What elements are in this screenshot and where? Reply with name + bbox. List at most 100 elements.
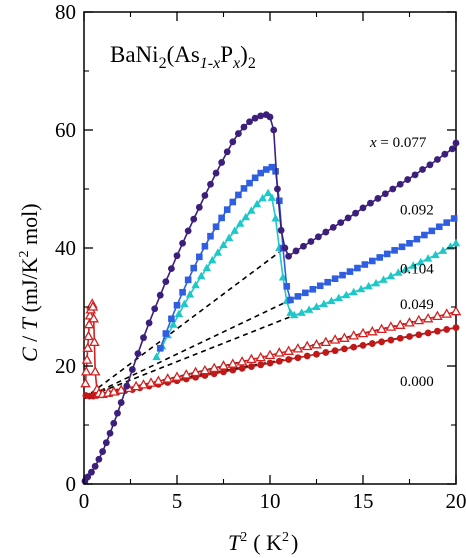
point-2-3: [169, 320, 178, 328]
point-2-30: [312, 302, 321, 310]
point-0-49: [337, 219, 345, 227]
point-4-24: [275, 357, 283, 365]
point-0-12: [128, 366, 136, 373]
x-tick-label-2: 10: [260, 489, 281, 513]
point-0-22: [184, 227, 192, 235]
point-0-39: [274, 185, 281, 193]
point-1-31: [331, 275, 339, 282]
point-3-30: [208, 362, 220, 373]
point-4-20: [238, 364, 246, 372]
point-0-48: [329, 223, 337, 231]
point-0-27: [212, 169, 220, 177]
point-3-34: [246, 353, 257, 364]
point-1-19: [262, 166, 270, 173]
point-0-19: [168, 265, 175, 273]
point-3-35: [255, 351, 267, 362]
point-4-36: [387, 336, 395, 344]
point-0-33: [246, 118, 253, 126]
point-1-38: [383, 250, 391, 258]
point-1-44: [428, 227, 436, 235]
point-1-8: [201, 242, 209, 250]
point-3-28: [190, 366, 201, 377]
point-0-3: [91, 462, 99, 470]
point-4-43: [452, 324, 460, 332]
point-2-31: [319, 299, 329, 308]
point-2-13: [224, 233, 234, 241]
point-2-47: [438, 246, 448, 254]
point-1-35: [361, 261, 369, 268]
point-3-31: [218, 360, 229, 370]
point-4-29: [322, 349, 330, 356]
point-2-28: [297, 308, 306, 316]
point-1-17: [251, 174, 259, 182]
series-labels: x = 0.077 0.092 0.104 0.049 0.000: [369, 135, 434, 390]
point-0-46: [314, 233, 322, 241]
point-0-61: [426, 161, 434, 169]
point-0-34: [251, 114, 259, 122]
point-0-35: [257, 112, 265, 120]
point-3-23: [145, 377, 157, 387]
series-label-2: 0.104: [400, 262, 434, 278]
point-2-8: [197, 271, 206, 280]
y-tick-label-1: 20: [55, 354, 76, 378]
point-1-26: [294, 293, 302, 300]
series-3: [80, 298, 462, 398]
point-0-8: [110, 419, 118, 427]
point-2-46: [431, 250, 440, 259]
point-1-22: [276, 197, 283, 205]
point-2-11: [213, 248, 223, 256]
point-2-20: [263, 188, 273, 197]
point-1-47: [450, 215, 458, 222]
series-label-0: x = 0.077: [369, 135, 427, 151]
point-1-0: [156, 345, 164, 352]
point-3-38: [283, 345, 294, 355]
point-4-28: [313, 350, 320, 358]
x-axis-title: T2( K2): [228, 530, 298, 555]
point-3-51: [404, 317, 415, 327]
point-2-21: [267, 193, 277, 201]
point-4-39: [415, 331, 423, 339]
point-0-45: [307, 238, 315, 245]
point-0-10: [117, 399, 125, 406]
point-1-36: [369, 257, 376, 265]
point-3-32: [227, 358, 239, 368]
point-2-44: [416, 257, 425, 266]
point-2-45: [423, 254, 433, 262]
point-3-50: [394, 319, 406, 329]
point-0-9: [114, 409, 121, 417]
point-3-33: [236, 356, 248, 366]
point-2-43: [409, 261, 418, 269]
series-label-1: 0.092: [400, 203, 434, 219]
point-4-31: [341, 345, 348, 353]
point-1-1: [162, 330, 170, 337]
point-3-5: [83, 318, 95, 329]
point-2-49: [451, 238, 461, 247]
point-0-63: [441, 150, 449, 158]
point-3-40: [301, 340, 313, 351]
point-0-54: [374, 195, 382, 202]
point-2-0: [152, 352, 161, 361]
fit-line-0: [83, 247, 286, 400]
point-0-4: [95, 455, 103, 463]
point-0-23: [190, 215, 198, 223]
point-4-21: [248, 363, 255, 370]
point-0-32: [240, 123, 248, 131]
point-3-1: [80, 366, 92, 376]
point-1-46: [443, 219, 450, 226]
point-3-3: [82, 342, 94, 352]
point-3-53: [422, 312, 434, 323]
point-1-28: [309, 286, 317, 293]
point-0-40: [277, 226, 285, 234]
point-0-15: [145, 319, 153, 327]
point-0-13: [134, 350, 142, 358]
point-1-4: [179, 288, 186, 296]
point-3-55: [441, 308, 453, 318]
point-3-29: [199, 364, 211, 375]
series-label-3: 0.049: [400, 297, 434, 313]
formula-annotation: BaNi2(As1-xPx)2: [110, 42, 256, 72]
point-1-25: [287, 296, 294, 304]
point-0-21: [179, 239, 186, 247]
x-tick-label-4: 20: [446, 489, 466, 513]
point-4-25: [285, 356, 292, 363]
point-1-16: [246, 179, 253, 187]
